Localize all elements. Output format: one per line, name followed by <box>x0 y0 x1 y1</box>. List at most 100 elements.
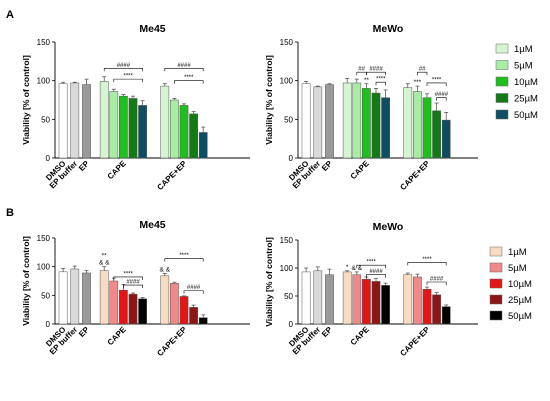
significance-bracket <box>123 284 143 289</box>
bar-cape-ep <box>422 289 432 325</box>
significance-bracket <box>366 274 386 278</box>
x-tick-label: CAPE+EP <box>155 159 188 192</box>
bracket-label: #### <box>369 67 383 73</box>
y-tick-label: 50 <box>284 292 293 301</box>
bar-cape-ep <box>179 296 189 325</box>
bar-cape <box>342 271 352 325</box>
legend-swatch <box>489 310 503 321</box>
y-tick-label: 50 <box>41 115 50 124</box>
x-tick-label: CAPE+EP <box>398 325 431 358</box>
y-tick-label: 100 <box>37 77 51 86</box>
x-tick-label: CAPE <box>349 325 372 348</box>
x-tick-label: EP <box>320 159 334 173</box>
y-tick-label: 100 <box>37 263 51 272</box>
x-tick-label: CAPE+EP <box>155 325 188 358</box>
significance-bracket <box>426 281 447 285</box>
bar-cape-ep <box>413 91 422 159</box>
bar-cape <box>119 289 128 325</box>
legend-label: 50µM <box>508 311 532 322</box>
bar-control <box>301 271 311 325</box>
bar-cape <box>362 88 371 159</box>
y-tick-label: 50 <box>41 291 50 300</box>
bar-cape-ep <box>189 113 198 159</box>
legend-label: 10µM <box>508 279 532 290</box>
bracket-label: #### <box>177 63 191 69</box>
bar-cape-ep <box>441 306 451 325</box>
bracket-label: ## <box>358 67 365 73</box>
bar-cape <box>352 82 362 159</box>
bracket-label: **** <box>184 75 194 81</box>
bar-cape <box>371 92 381 159</box>
y-axis-label: Viability [% of control] <box>21 55 31 145</box>
significance-bracket <box>436 97 447 101</box>
bar-cape-ep <box>170 283 179 325</box>
y-axis-label: Viability [% of control] <box>264 237 274 327</box>
legend-swatch <box>495 60 509 70</box>
bar-cape <box>138 105 147 159</box>
bracket-label: **** <box>422 257 432 263</box>
x-tick-label: CAPE+EP <box>398 159 431 192</box>
significance-bracket <box>103 67 143 72</box>
significance-mark: & & <box>352 265 363 272</box>
bar-cape <box>371 281 381 325</box>
legend-b: 1µM 5µM 10µM 25µM 50µM <box>489 246 532 322</box>
significance-mark: ** <box>102 253 108 260</box>
legend-swatch <box>495 109 509 120</box>
bracket-label: **** <box>432 77 442 83</box>
legend-swatch <box>489 262 503 273</box>
chart-title: MeWo <box>373 221 404 233</box>
bar-cape <box>128 293 138 325</box>
bracket-label: #### <box>126 280 140 286</box>
bar-control <box>301 83 311 159</box>
legend-swatch <box>495 43 509 54</box>
legend-label: 1µM <box>508 247 527 258</box>
bar-control <box>313 270 323 325</box>
legend-a: 1µM 5µM 10µM 25µM 50µM <box>495 43 538 121</box>
bar-cape-ep <box>198 132 208 159</box>
x-tick-label: CAPE <box>349 159 372 182</box>
bar-cape <box>99 81 109 159</box>
significance-mark: *** <box>414 79 422 86</box>
x-tick-label: EP <box>77 325 91 339</box>
legend-swatch <box>495 76 509 87</box>
bar-cape-ep <box>198 317 208 325</box>
significance-bracket <box>375 81 386 86</box>
bar-control <box>58 83 68 159</box>
bracket-label: #### <box>435 92 449 98</box>
bar-cape-ep <box>432 294 441 325</box>
bar-cape-ep <box>441 119 451 159</box>
y-tick-label: 100 <box>280 77 294 86</box>
bar-control <box>325 84 334 159</box>
bar-cape <box>138 298 147 325</box>
y-tick-label: 0 <box>289 154 294 163</box>
bar-control <box>70 268 80 325</box>
y-tick-label: 0 <box>46 154 51 163</box>
significance-bracket <box>164 258 204 262</box>
bar-cape-ep <box>170 99 179 159</box>
x-tick-label: EP <box>320 325 334 339</box>
significance-bracket <box>426 82 447 86</box>
y-tick-label: 100 <box>280 264 294 273</box>
significance-mark: ** <box>364 77 370 84</box>
legend-label: 25µM <box>514 94 538 105</box>
x-tick-label: CAPE <box>106 325 129 348</box>
bar-cape-ep <box>179 105 189 159</box>
legend-swatch <box>489 294 503 305</box>
legend-swatch <box>489 278 503 289</box>
bracket-label: #### <box>187 285 201 291</box>
bar-cape <box>109 91 119 159</box>
bar-cape-ep <box>403 87 413 159</box>
significance-bracket <box>113 276 143 280</box>
bar-cape <box>381 97 390 159</box>
significance-bracket <box>417 71 428 76</box>
y-tick-label: 150 <box>280 38 294 47</box>
bracket-label: **** <box>376 77 386 83</box>
chart-title: MeWo <box>373 23 404 35</box>
significance-mark: * <box>346 264 349 271</box>
y-tick-label: 0 <box>289 320 294 329</box>
bar-control <box>70 82 80 159</box>
bar-cape-ep <box>160 275 170 325</box>
